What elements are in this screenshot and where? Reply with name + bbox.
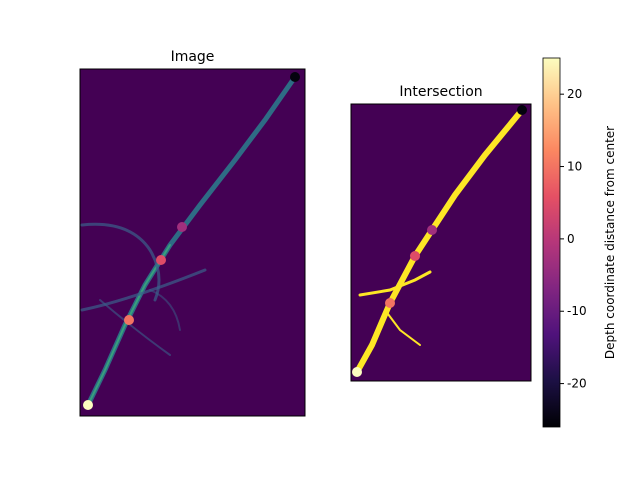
panel-title: Intersection [399,84,482,100]
intersection-panel [350,103,532,382]
panel-title: Image [171,49,215,65]
point [156,255,166,265]
point [352,367,362,377]
colorbar-tick-label: 20 [567,87,582,101]
image-panel [79,68,306,417]
point [83,400,93,410]
intersection-background [351,104,531,381]
image-structures [80,74,298,408]
point [290,72,300,82]
colorbar-tick-label: 0 [567,232,575,246]
point [177,222,187,232]
image-frame [79,68,306,417]
colorbar [542,57,561,428]
colorbar-tick-label: -10 [567,304,587,318]
intersection-frame [350,103,532,382]
colorbar-label: Depth coordinate distance from center [603,126,617,359]
point [124,315,134,325]
point [385,298,395,308]
image-background [80,69,305,416]
point [410,251,420,261]
colorbar-tick-label: -20 [567,377,587,391]
point [517,105,527,115]
point [427,225,437,235]
colorbar-tick-label: 10 [567,160,582,174]
intersection-mask [354,107,525,375]
